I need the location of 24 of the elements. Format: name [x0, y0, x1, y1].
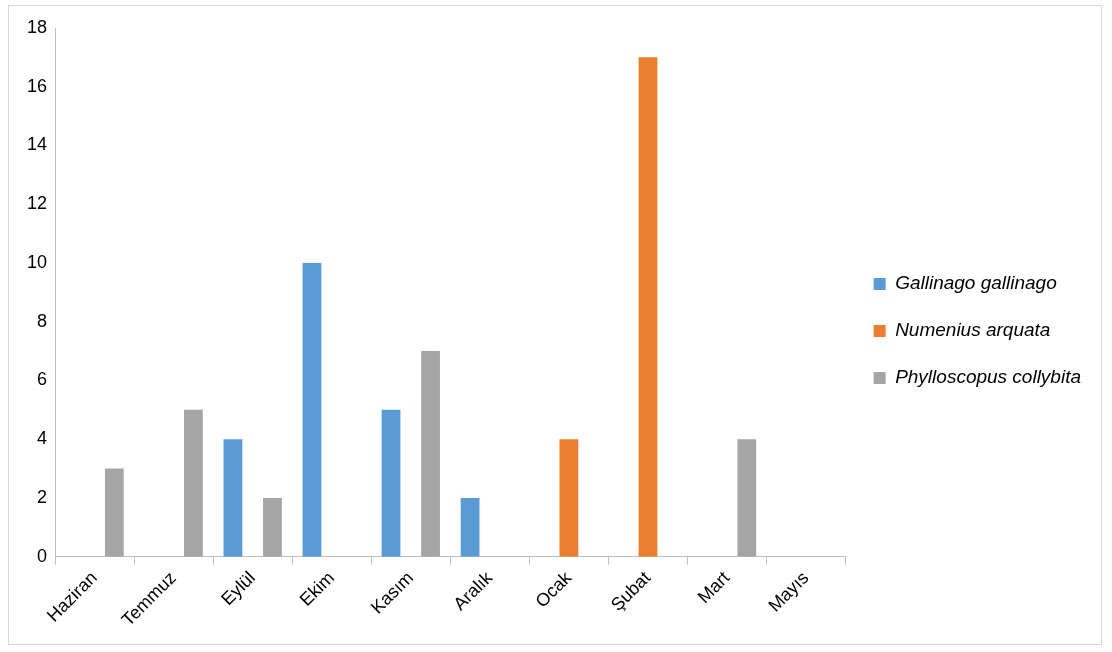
- bar: [559, 439, 579, 557]
- bar: [302, 262, 322, 557]
- y-tick-label: 16: [26, 75, 48, 96]
- y-tick-label: 4: [37, 428, 48, 449]
- y-tick-label: 14: [26, 134, 48, 155]
- bar: [638, 57, 658, 557]
- bar: [223, 439, 243, 557]
- bar: [460, 497, 480, 557]
- bar: [104, 468, 124, 557]
- bar: [381, 409, 401, 557]
- bar: [421, 351, 440, 557]
- y-tick-label: 2: [37, 486, 48, 507]
- y-tick-label: 6: [37, 369, 48, 390]
- y-tick-label: 18: [26, 16, 48, 37]
- legend-label: Numenius arquata: [895, 319, 1051, 341]
- legend-label: Phylloscopus collybita: [895, 366, 1081, 388]
- y-tick-label: 10: [26, 251, 48, 272]
- bar: [183, 409, 203, 557]
- bar: [737, 439, 757, 557]
- legend-label: Gallinago gallinago: [895, 272, 1057, 294]
- y-tick-label: 0: [37, 545, 48, 566]
- bar: [263, 497, 282, 557]
- y-tick-label: 8: [37, 310, 48, 331]
- y-tick-label: 12: [26, 193, 48, 214]
